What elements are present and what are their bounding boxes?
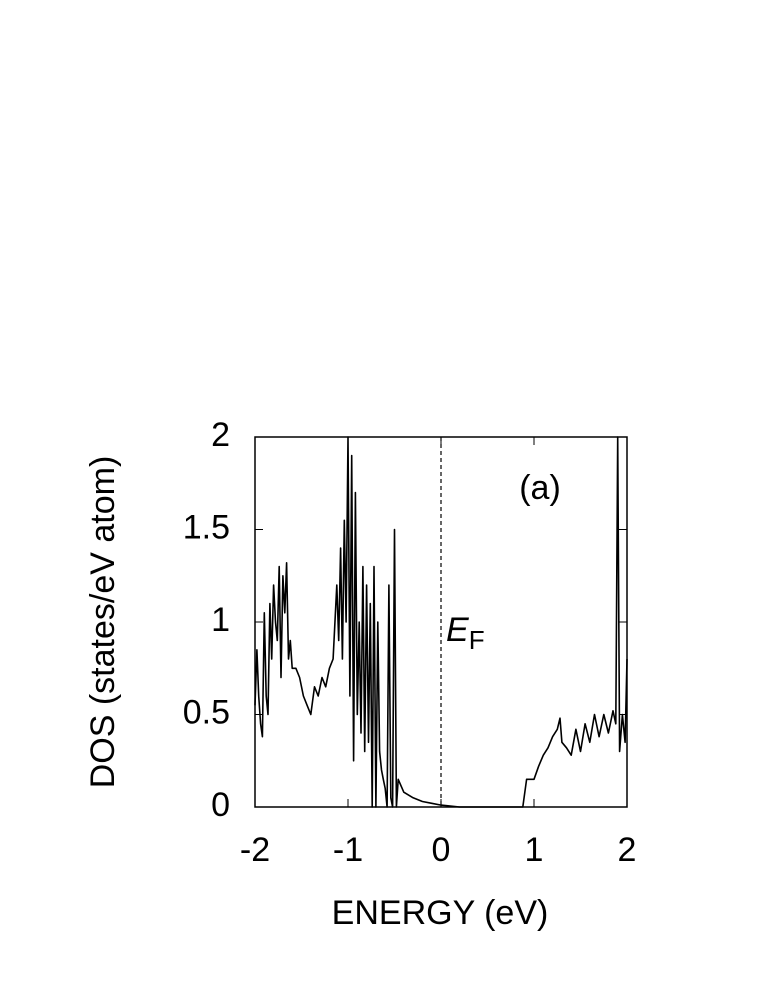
x-axis-label: ENERGY (eV) (332, 894, 549, 932)
x-tick-label: 2 (618, 831, 637, 869)
y-tick-label: 1 (211, 601, 230, 639)
dos-line (254, 436, 628, 808)
x-tick-label: 0 (432, 831, 451, 869)
y-tick-label: 1.5 (183, 508, 230, 546)
fermi-label-main: E (446, 611, 469, 649)
x-tick-label: -1 (333, 831, 363, 869)
x-tick-label: -2 (240, 831, 270, 869)
fermi-label-sub: F (469, 625, 485, 655)
x-tick-label: 1 (525, 831, 544, 869)
y-tick-label: 0 (211, 786, 230, 824)
fermi-label: EF (446, 611, 485, 655)
panel-label: (a) (519, 469, 561, 507)
y-tick-label: 2 (211, 416, 230, 454)
y-tick-label: 0.5 (183, 693, 230, 731)
y-axis-label: DOS (states/eV atom) (84, 456, 122, 789)
